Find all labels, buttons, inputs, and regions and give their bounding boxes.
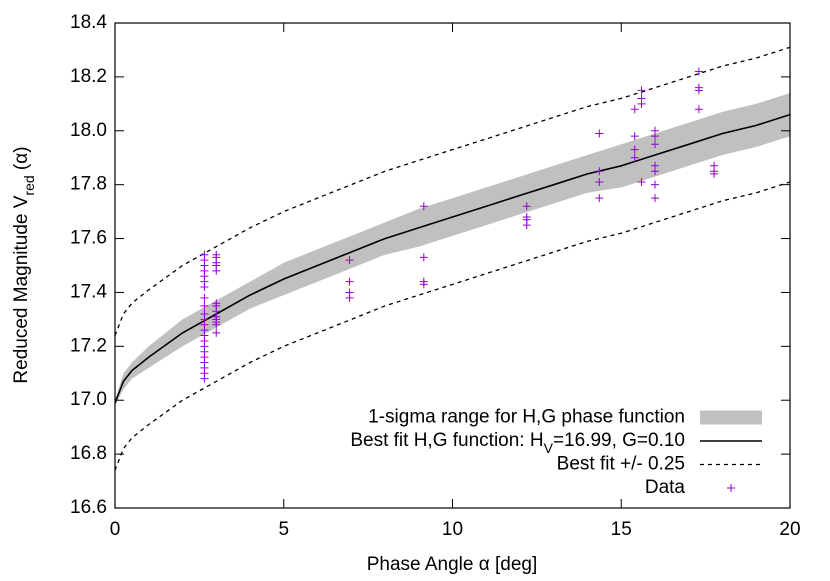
data-point bbox=[637, 177, 646, 186]
legend-label: 1-sigma range for H,G phase function bbox=[368, 407, 685, 428]
x-tick-label: 10 bbox=[442, 519, 463, 540]
x-tick-label: 15 bbox=[611, 519, 632, 540]
y-tick-label: 17.4 bbox=[70, 281, 107, 302]
data-point bbox=[630, 132, 639, 141]
y-axis-label-end: (α) bbox=[11, 146, 32, 175]
y-tick-label: 18.4 bbox=[70, 12, 107, 33]
x-tick-label: 20 bbox=[779, 519, 800, 540]
y-tick-label: 16.8 bbox=[70, 443, 107, 464]
fit-line bbox=[114, 113, 791, 404]
data-point bbox=[595, 167, 604, 176]
data-point bbox=[651, 140, 659, 149]
data-point bbox=[694, 86, 703, 95]
data-point bbox=[595, 177, 604, 186]
data-point bbox=[637, 86, 646, 95]
legend-label: Best fit H,G function: HV=16.99, G=0.10 bbox=[350, 430, 685, 456]
data-point bbox=[651, 180, 659, 189]
fit-offset-line bbox=[114, 181, 791, 471]
data-point bbox=[200, 283, 209, 292]
x-axis-label: Phase Angle α [deg] bbox=[367, 554, 538, 575]
data-point bbox=[630, 153, 639, 162]
data-point bbox=[637, 99, 646, 108]
legend-label-part: V bbox=[544, 440, 554, 456]
x-tick-label: 5 bbox=[278, 519, 289, 540]
data-point bbox=[345, 293, 354, 302]
y-axis-label-main: Reduced Magnitude V bbox=[11, 195, 32, 383]
data-point bbox=[200, 301, 209, 310]
data-point bbox=[651, 194, 659, 203]
y-tick-label: 17.6 bbox=[70, 228, 107, 249]
data-point bbox=[200, 374, 209, 383]
data-point bbox=[630, 105, 639, 114]
y-axis-label: Reduced Magnitude Vred (α) bbox=[11, 146, 37, 383]
legend-label-part: Best fit H,G function: H bbox=[350, 430, 543, 451]
x-tick-label: 0 bbox=[110, 519, 121, 540]
data-point bbox=[419, 280, 428, 289]
y-tick-label: 16.6 bbox=[70, 497, 107, 518]
legend-label: Data bbox=[645, 477, 686, 498]
y-tick-label: 17.2 bbox=[70, 335, 107, 356]
data-point bbox=[200, 293, 209, 302]
data-point bbox=[694, 67, 703, 76]
data-point bbox=[651, 132, 659, 141]
data-point bbox=[522, 221, 531, 230]
data-point bbox=[710, 169, 719, 178]
legend-label-part: =16.99, G=0.10 bbox=[553, 430, 685, 451]
legend-swatch bbox=[700, 410, 762, 425]
y-tick-label: 18.0 bbox=[70, 120, 107, 141]
data-point bbox=[419, 253, 428, 262]
data-point bbox=[522, 202, 531, 211]
data-point bbox=[419, 202, 428, 211]
data-point bbox=[345, 256, 354, 265]
data-point bbox=[212, 320, 221, 329]
legend-label: Best fit +/- 0.25 bbox=[557, 454, 685, 475]
y-tick-label: 17.0 bbox=[70, 389, 107, 410]
data-point bbox=[651, 167, 659, 176]
data-point bbox=[630, 145, 639, 154]
y-tick-label: 17.8 bbox=[70, 174, 107, 195]
data-point bbox=[345, 277, 354, 286]
legend-swatch bbox=[727, 484, 735, 492]
y-axis-label-sub: red bbox=[21, 175, 37, 195]
fit-offset-line bbox=[114, 46, 791, 336]
data-point bbox=[212, 266, 221, 275]
data-point bbox=[595, 194, 604, 203]
sigma-band bbox=[115, 93, 790, 406]
data-point bbox=[595, 129, 604, 138]
y-tick-label: 18.2 bbox=[70, 66, 107, 87]
data-point bbox=[694, 105, 703, 114]
data-point bbox=[212, 328, 221, 337]
